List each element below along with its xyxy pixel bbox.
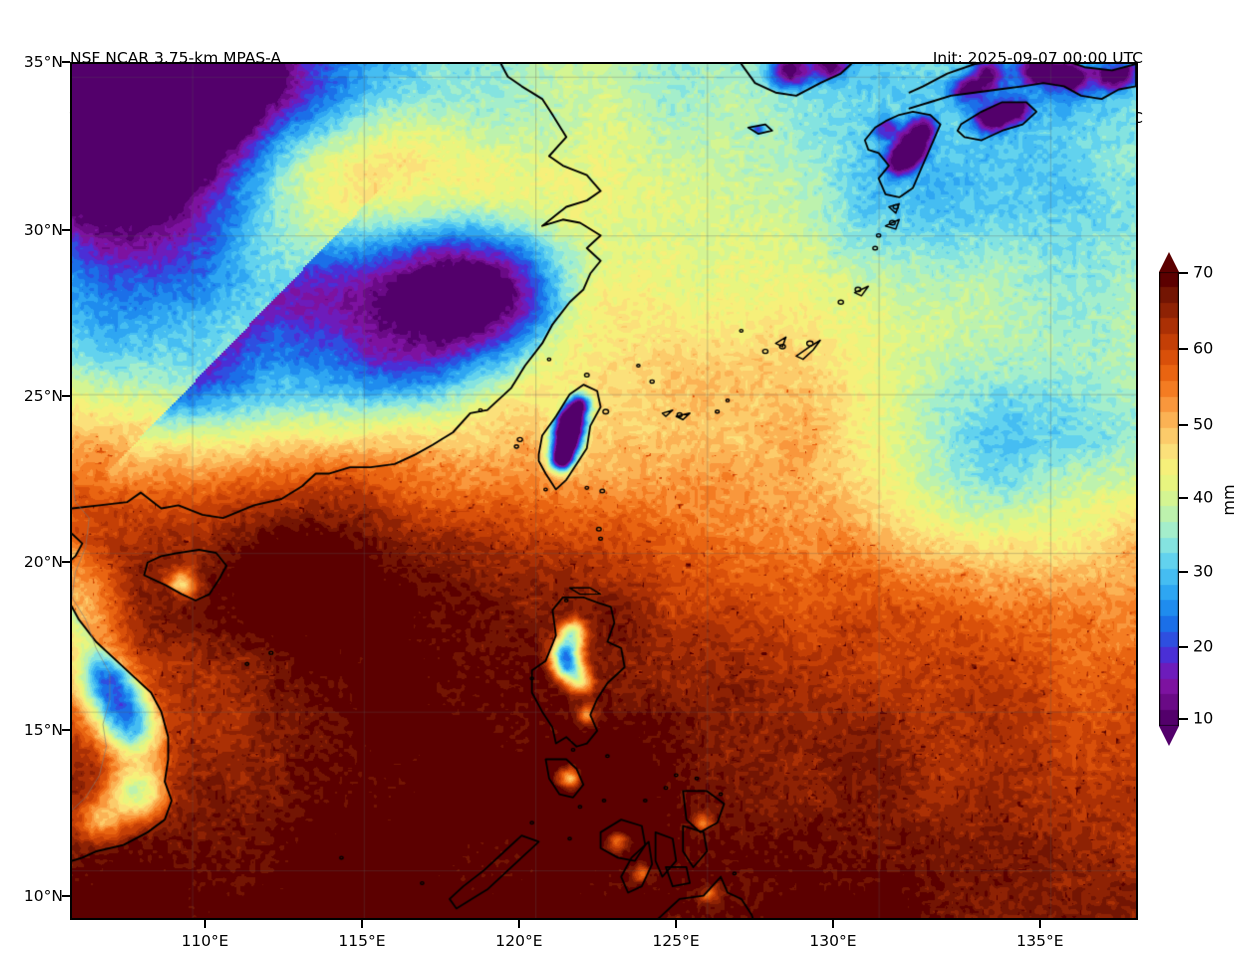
colorbar-tick-mark [1179, 497, 1188, 499]
lat-tick-mark [62, 229, 70, 231]
precipitable-water-heatmap [72, 64, 1136, 918]
lat-tick-label: 20°N [23, 553, 63, 571]
lon-tick-label: 115°E [338, 932, 386, 950]
colorbar-tick-mark [1179, 571, 1188, 573]
lon-tick-label: 130°E [809, 932, 857, 950]
lat-tick-mark [62, 61, 70, 63]
lat-tick-label: 30°N [23, 221, 63, 239]
colorbar-tick-label: 20 [1193, 636, 1214, 656]
lon-tick-mark [204, 920, 206, 928]
lat-tick-mark [62, 395, 70, 397]
colorbar-gradient [1159, 272, 1179, 726]
lon-tick-label: 135°E [1016, 932, 1064, 950]
lon-tick-mark [832, 920, 834, 928]
lat-tick-label: 10°N [23, 887, 63, 905]
colorbar-tick-mark [1179, 272, 1188, 274]
colorbar-over-arrow-icon [1159, 252, 1179, 272]
map-plot-area [70, 62, 1138, 920]
colorbar-under-arrow-icon [1159, 726, 1179, 746]
colorbar-tick-label: 70 [1193, 262, 1214, 282]
lat-tick-label: 15°N [23, 721, 63, 739]
colorbar-tick-mark [1179, 424, 1188, 426]
lon-tick-label: 125°E [652, 932, 700, 950]
lat-tick-mark [62, 729, 70, 731]
colorbar-unit-label: mm [1219, 484, 1239, 516]
colorbar-tick-mark [1179, 646, 1188, 648]
colorbar-tick-label: 10 [1193, 708, 1214, 728]
lat-tick-label: 25°N [23, 387, 63, 405]
colorbar [1159, 252, 1179, 746]
lon-tick-mark [675, 920, 677, 928]
colorbar-tick-mark [1179, 348, 1188, 350]
lon-tick-label: 110°E [181, 932, 229, 950]
lon-tick-mark [518, 920, 520, 928]
lon-tick-label: 120°E [495, 932, 543, 950]
colorbar-tick-label: 40 [1193, 487, 1214, 507]
colorbar-tick-mark [1179, 718, 1188, 720]
lat-tick-label: 35°N [23, 53, 63, 71]
lat-tick-mark [62, 895, 70, 897]
colorbar-tick-label: 60 [1193, 338, 1214, 358]
colorbar-tick-label: 30 [1193, 561, 1214, 581]
lat-tick-mark [62, 561, 70, 563]
colorbar-tick-label: 50 [1193, 414, 1214, 434]
lon-tick-mark [1039, 920, 1041, 928]
lon-tick-mark [361, 920, 363, 928]
